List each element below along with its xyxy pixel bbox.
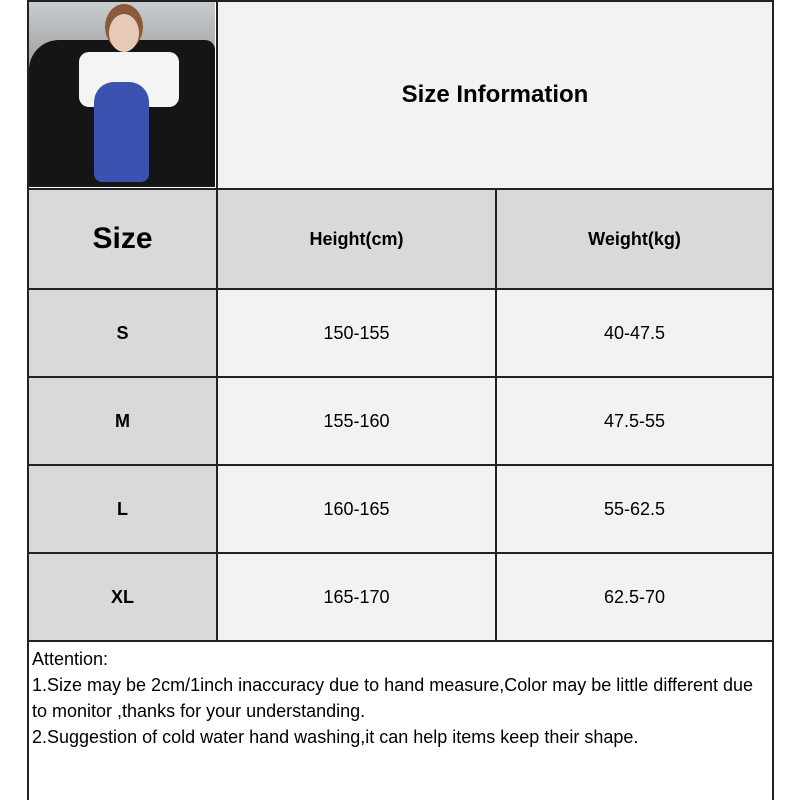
notes-heading: Attention:	[32, 649, 109, 669]
model-head	[109, 14, 139, 52]
table-cell-size: L	[27, 464, 218, 554]
note-line: 2.Suggestion of cold water hand washing,…	[32, 727, 639, 747]
header-height-label: Height(cm)	[309, 228, 404, 249]
attention-notes: Attention: 1.Size may be 2cm/1inch inacc…	[27, 640, 774, 800]
header-height: Height(cm)	[216, 188, 497, 290]
page-title: Size Information	[401, 81, 589, 108]
header-weight-label: Weight(kg)	[588, 228, 681, 249]
table-cell-weight: 62.5-70	[495, 552, 774, 642]
size-value: S	[116, 322, 129, 343]
header-weight: Weight(kg)	[495, 188, 774, 290]
size-value: L	[117, 498, 128, 519]
table-cell-height: 165-170	[216, 552, 497, 642]
table-cell-weight: 55-62.5	[495, 464, 774, 554]
table-cell-weight: 47.5-55	[495, 376, 774, 466]
product-photo	[29, 2, 215, 187]
size-value: M	[115, 410, 130, 431]
weight-value: 47.5-55	[603, 410, 666, 431]
weight-value: 40-47.5	[603, 322, 666, 343]
header-size-label: Size	[92, 222, 153, 255]
table-cell-size: S	[27, 288, 218, 378]
header-size: Size	[27, 188, 218, 290]
weight-value: 55-62.5	[603, 498, 666, 519]
height-value: 150-155	[323, 322, 390, 343]
height-value: 155-160	[323, 410, 390, 431]
size-value: XL	[110, 586, 134, 607]
table-cell-size: M	[27, 376, 218, 466]
title-cell: Size Information	[216, 0, 774, 190]
height-value: 165-170	[323, 586, 390, 607]
note-line: 1.Size may be 2cm/1inch inaccuracy due t…	[32, 675, 754, 721]
table-cell-height: 160-165	[216, 464, 497, 554]
table-cell-height: 155-160	[216, 376, 497, 466]
table-cell-height: 150-155	[216, 288, 497, 378]
table-cell-size: XL	[27, 552, 218, 642]
table-cell-weight: 40-47.5	[495, 288, 774, 378]
weight-value: 62.5-70	[603, 586, 666, 607]
model-dress	[94, 82, 149, 182]
height-value: 160-165	[323, 498, 390, 519]
